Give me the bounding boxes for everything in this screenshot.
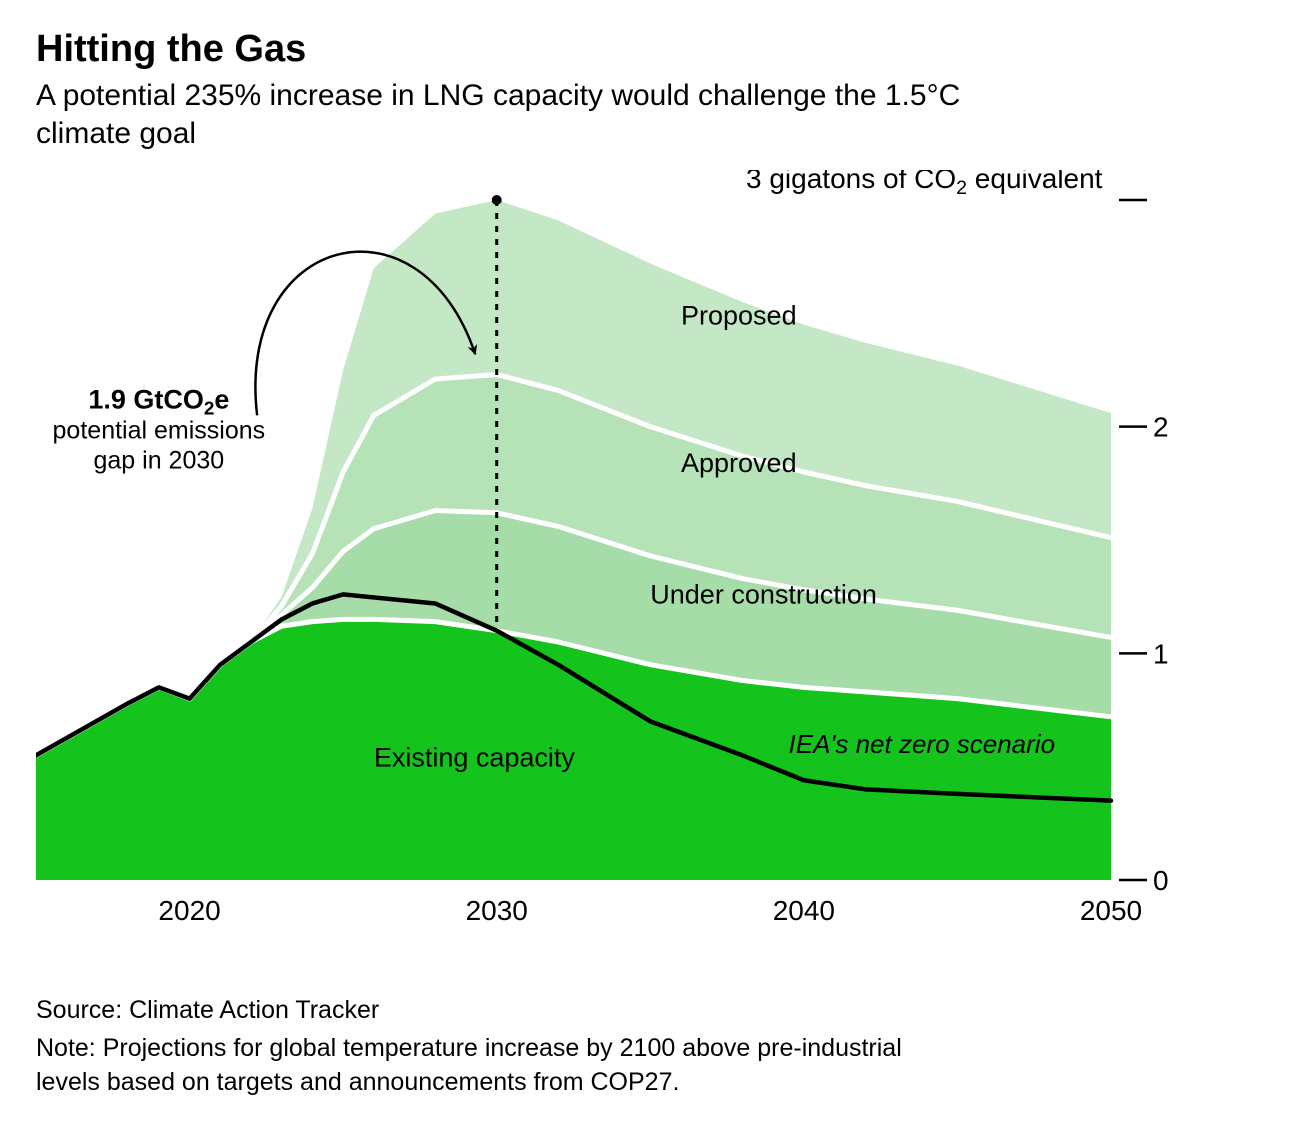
chart-note: Note: Projections for global temperature… xyxy=(36,1032,936,1100)
chart-source: Source: Climate Action Tracker xyxy=(36,994,1260,1028)
stacked-area-chart: 0 1 2 3 gigatons of CO2 equivalent 2020 2030 2… xyxy=(36,170,1260,990)
y-tick-label: 1 xyxy=(1153,638,1169,669)
annotation-dot xyxy=(492,195,502,205)
chart-subtitle: A potential 235% increase in LNG capacit… xyxy=(36,77,1056,152)
chart-area: 0 1 2 3 gigatons of CO2 equivalent 2020 2030 2… xyxy=(36,170,1260,990)
svg-text:gap in 2030: gap in 2030 xyxy=(94,447,225,475)
label-iea-net-zero: IEA's net zero scenario xyxy=(789,729,1056,759)
x-tick-label: 2050 xyxy=(1080,895,1142,926)
svg-text:1.9 GtCO2e: 1.9 GtCO2e xyxy=(88,385,229,420)
label-proposed: Proposed xyxy=(681,301,797,331)
x-tick-label: 2020 xyxy=(158,895,220,926)
page-container: Hitting the Gas A potential 235% increas… xyxy=(0,0,1296,1122)
label-existing-capacity: Existing capacity xyxy=(374,743,576,773)
annotation-text: 1.9 GtCO2epotential emissionsgap in 2030 xyxy=(53,385,266,475)
y-axis-unit-label: 3 gigatons of CO2 equivalent xyxy=(746,170,1103,199)
x-tick-label: 2040 xyxy=(773,895,835,926)
chart-title: Hitting the Gas xyxy=(36,28,1260,71)
y-tick-label: 0 xyxy=(1153,865,1169,896)
y-tick-label: 2 xyxy=(1153,412,1169,443)
svg-text:potential emissions: potential emissions xyxy=(53,417,266,445)
label-approved: Approved xyxy=(681,448,797,478)
x-tick-label: 2030 xyxy=(466,895,528,926)
label-under-construction: Under construction xyxy=(650,579,877,609)
